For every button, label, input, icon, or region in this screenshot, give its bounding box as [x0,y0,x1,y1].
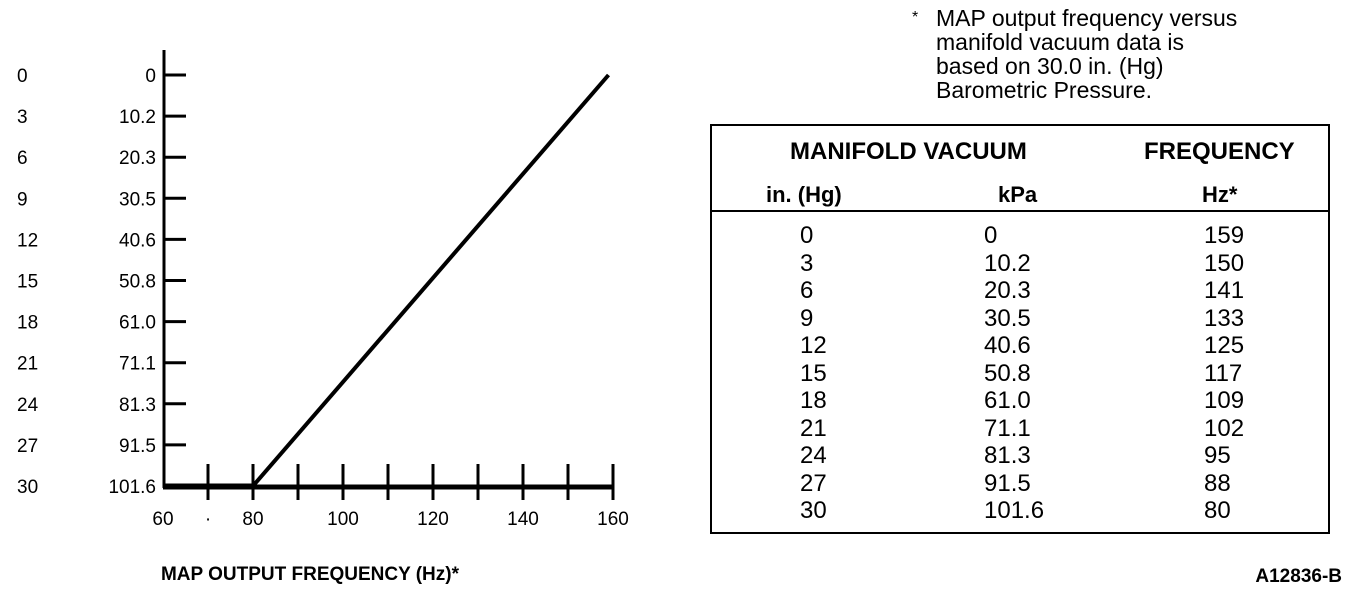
y-tick-label-inhg: 18 [17,313,38,334]
table-row: 18 61.0 109 [712,387,1328,415]
cell-hz: 117 [1204,359,1243,387]
cell-inhg: 3 [800,249,814,277]
cell-kpa: 81.3 [984,442,1031,469]
y-tick-label-kpa: 61.0 [119,313,156,334]
cell-hz: 141 [1204,277,1245,304]
x-axis-labels: 60 · 80 100 120 140 160 [152,509,628,530]
footnote-line: MAP output frequency versus [936,5,1238,31]
unit-kpa: kPa [998,182,1038,207]
x-tick-label: 140 [507,509,539,530]
footnote-line: Barometric Pressure. [936,77,1153,103]
y-tick-label-inhg: 30 [17,477,38,498]
series-line [251,73,611,488]
table-row: 0 0 159 [712,222,1328,250]
x-tick-label: 100 [327,509,359,530]
y-axis-labels-kpa: 0 10.2 20.3 30.5 40.6 50.8 61.0 71.1 81.3 91.5 101… [108,66,156,498]
y-tick-label-inhg: 3 [17,107,28,128]
y-tick-label-kpa: 10.2 [119,107,156,128]
cell-inhg: 21 [800,414,827,442]
cell-inhg: 0 [800,222,814,249]
y-axis-labels-inhg: 0 3 6 9 12 15 18 21 24 27 30 [17,66,39,498]
cell-kpa: 30.5 [984,304,1031,332]
chart-series [163,73,611,489]
x-tick-label: · [205,509,211,530]
cell-hz: 133 [1204,304,1245,332]
y-tick-label-inhg: 9 [17,189,28,210]
cell-hz: 80 [1204,497,1231,524]
y-tick-label-kpa: 50.8 [119,272,156,293]
cell-hz: 150 [1204,249,1245,277]
y-tick-label-inhg: 6 [17,148,28,169]
cell-kpa: 61.0 [984,387,1031,414]
cell-inhg: 6 [800,277,814,304]
y-tick-label-inhg: 21 [17,354,38,375]
cell-hz: 159 [1204,222,1245,249]
cell-inhg: 15 [800,359,827,387]
header-divider [712,210,1328,212]
cell-inhg: 18 [800,387,827,414]
y-tick-label-inhg: 24 [17,395,39,416]
y-tick-label-kpa: 91.5 [119,436,156,457]
y-tick-label-kpa: 101.6 [108,477,156,498]
cell-hz: 125 [1204,332,1245,359]
cell-kpa: 40.6 [984,332,1031,359]
footnote-marker: * [912,9,919,26]
y-tick-label-kpa: 71.1 [119,354,156,375]
vacuum-frequency-table: MANIFOLD VACUUM FREQUENCY in. (Hg) kPa H… [710,124,1330,534]
cell-kpa: 50.8 [984,359,1031,387]
unit-inhg: in. (Hg) [766,182,842,207]
cell-kpa: 0 [984,222,998,249]
y-tick-label-kpa: 0 [145,66,156,87]
cell-inhg: 9 [800,304,814,332]
table-row: 24 81.3 95 [712,442,1328,470]
x-tick-label: 120 [417,509,449,530]
y-tick-label-kpa: 40.6 [119,230,156,251]
cell-inhg: 27 [800,469,827,497]
header-frequency: FREQUENCY [1144,138,1295,165]
y-tick-label-inhg: 0 [17,66,28,87]
cell-inhg: 12 [800,332,827,359]
cell-hz: 102 [1204,414,1245,442]
cell-kpa: 20.3 [984,277,1031,304]
cell-kpa: 91.5 [984,469,1031,497]
footnote-line: based on 30.0 in. (Hg) [936,53,1164,79]
cell-inhg: 24 [800,442,827,469]
cell-hz: 109 [1204,387,1245,414]
x-axis-title: MAP OUTPUT FREQUENCY (Hz)* [161,564,460,585]
figure-code: A12836-B [1255,566,1342,587]
x-tick-label: 60 [152,509,173,530]
table-row: 21 71.1 102 [712,415,1328,443]
table-body: 0 0 159 3 10.2 150 6 20.3 141 9 30.5 133 12 40.6 125 15… [712,222,1328,525]
cell-inhg: 30 [800,497,827,524]
table-row: 3 10.2 150 [712,250,1328,278]
table-row: 12 40.6 125 [712,332,1328,360]
chart-axes [162,50,615,500]
table-row: 27 91.5 88 [712,470,1328,498]
cell-kpa: 101.6 [984,497,1045,524]
header-manifold-vacuum: MANIFOLD VACUUM [790,138,1027,165]
table-row: 9 30.5 133 [712,305,1328,333]
y-tick-label-kpa: 30.5 [119,189,156,210]
footnote-line: manifold vacuum data is [936,29,1185,55]
cell-hz: 88 [1204,469,1231,497]
y-tick-label-inhg: 27 [17,436,38,457]
cell-kpa: 71.1 [984,414,1031,442]
footnote-text: MAP output frequency versus manifold vac… [936,6,1356,102]
y-tick-label-kpa: 81.3 [119,395,156,416]
y-tick-label-inhg: 12 [17,230,38,251]
cell-kpa: 10.2 [984,249,1031,277]
y-tick-label-inhg: 15 [17,272,38,293]
x-tick-label: 80 [242,509,263,530]
map-frequency-chart: 0 3 6 9 12 15 18 21 24 27 30 0 10.2 20.3 30.5 40.6 50.8… [17,50,629,585]
unit-hz: Hz* [1202,182,1238,207]
y-tick-label-kpa: 20.3 [119,148,156,169]
cell-hz: 95 [1204,442,1231,469]
x-tick-label: 160 [597,509,629,530]
table-row: 15 50.8 117 [712,360,1328,388]
table-row: 30 101.6 80 [712,497,1328,525]
table-row: 6 20.3 141 [712,277,1328,305]
